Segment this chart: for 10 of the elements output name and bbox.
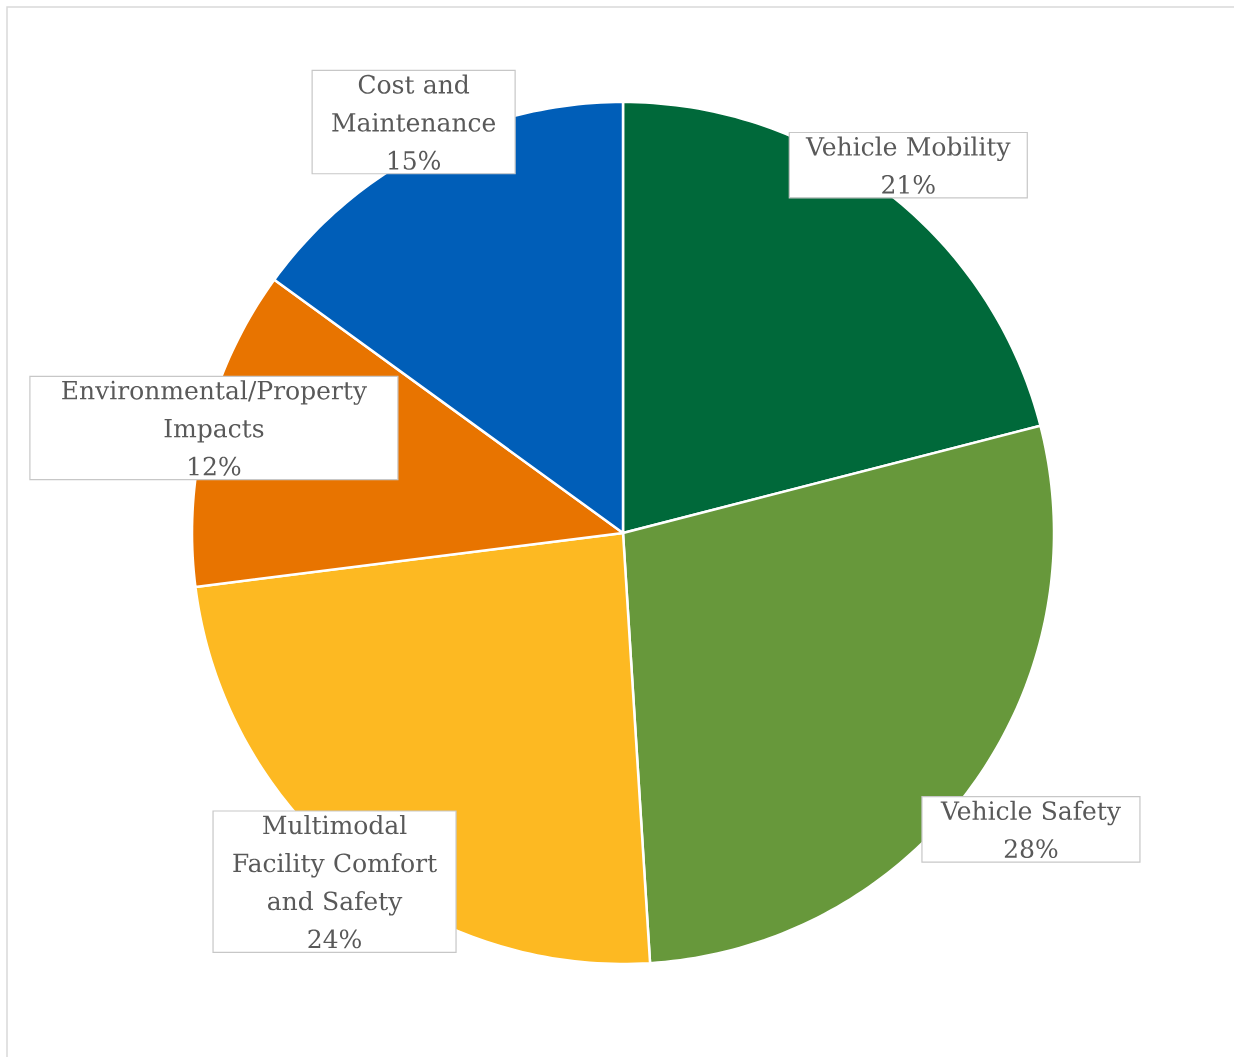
slice-label: Vehicle Safety [940, 800, 1121, 826]
slice-label: Environmental/Property Impacts [62, 380, 367, 443]
data-label: 28% [1004, 839, 1058, 859]
data-label: 12% [189, 456, 241, 476]
slice-label: Cost and Maintenance [332, 74, 496, 132]
data-label: 15% [388, 150, 441, 170]
data-label: 24% [308, 929, 361, 949]
data-label: 21% [882, 174, 935, 194]
slice-label: Multimodal Facility Comfort and Safety [233, 814, 437, 916]
slice-label: Vehicle Mobility [805, 136, 1011, 162]
